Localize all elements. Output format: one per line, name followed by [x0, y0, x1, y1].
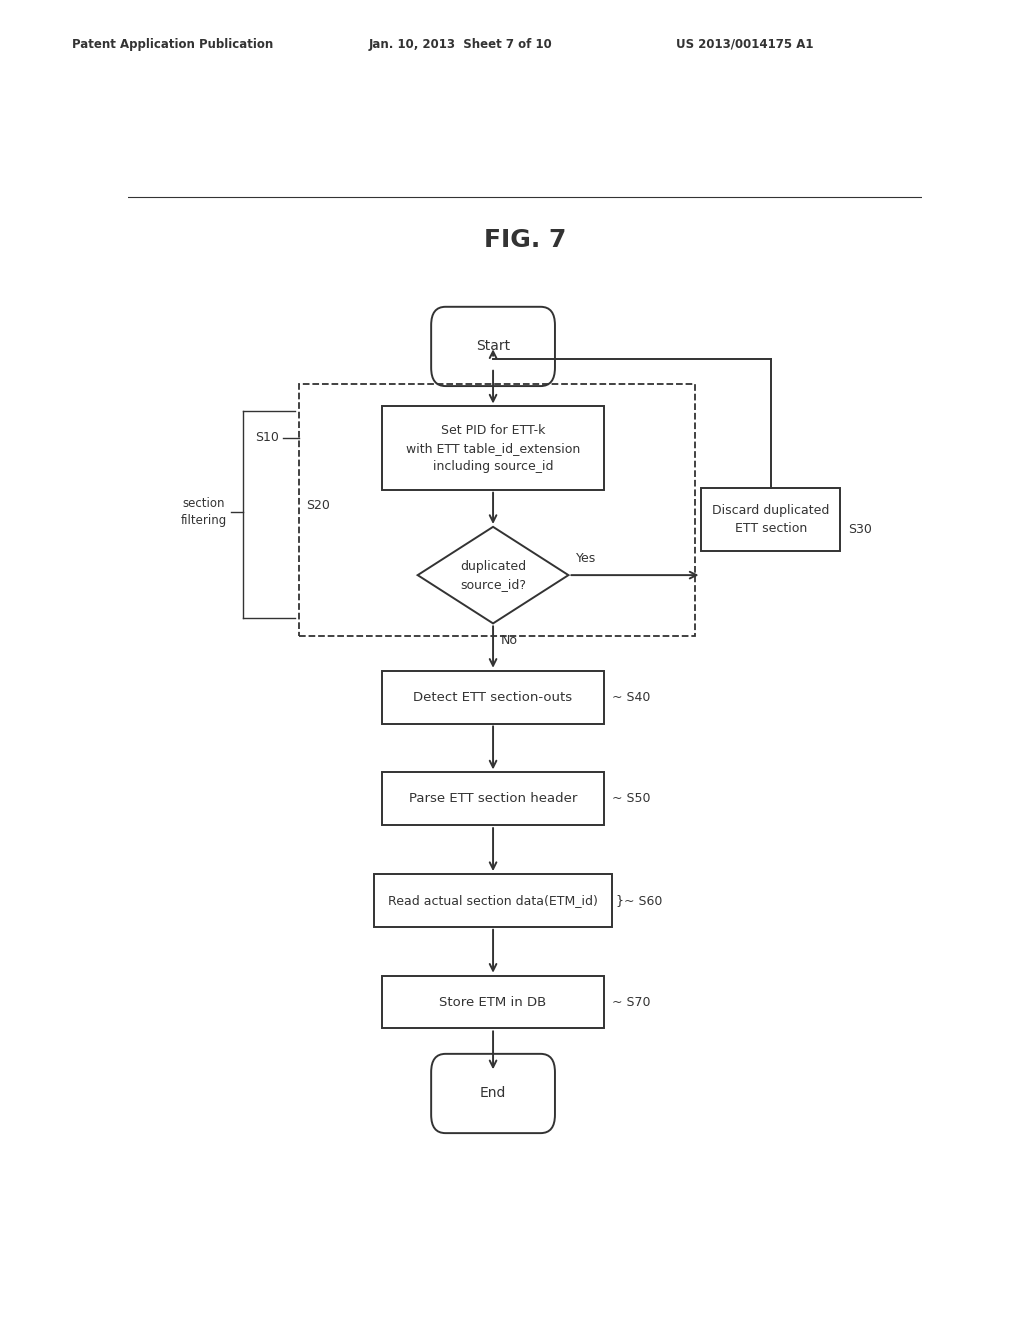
Text: FIG. 7: FIG. 7	[483, 228, 566, 252]
Text: S10: S10	[255, 432, 279, 445]
Polygon shape	[418, 527, 568, 623]
Bar	[374, 874, 612, 927]
Text: ~ S50: ~ S50	[612, 792, 650, 805]
Text: US 2013/0014175 A1: US 2013/0014175 A1	[676, 37, 813, 50]
Bar	[299, 384, 695, 636]
Text: Read actual section data(ETM_id): Read actual section data(ETM_id)	[388, 894, 598, 907]
Text: ~ S70: ~ S70	[612, 995, 650, 1008]
Text: Discard duplicated
ETT section: Discard duplicated ETT section	[712, 504, 829, 535]
Text: Parse ETT section header: Parse ETT section header	[409, 792, 578, 805]
Text: Patent Application Publication: Patent Application Publication	[72, 37, 273, 50]
Bar	[382, 671, 604, 723]
Text: Start: Start	[476, 339, 510, 354]
Text: S30: S30	[848, 523, 872, 536]
Text: section
filtering: section filtering	[180, 496, 226, 527]
Text: }~ S60: }~ S60	[616, 894, 663, 907]
Text: Detect ETT section-outs: Detect ETT section-outs	[414, 690, 572, 704]
FancyBboxPatch shape	[431, 306, 555, 385]
Bar	[701, 487, 841, 550]
Text: No: No	[501, 634, 518, 647]
Text: ~ S40: ~ S40	[612, 690, 650, 704]
Text: Yes: Yes	[577, 552, 597, 565]
Text: Store ETM in DB: Store ETM in DB	[439, 995, 547, 1008]
Bar	[382, 975, 604, 1028]
Bar	[382, 772, 604, 825]
Text: Jan. 10, 2013  Sheet 7 of 10: Jan. 10, 2013 Sheet 7 of 10	[369, 37, 552, 50]
Bar	[382, 407, 604, 490]
Text: End: End	[480, 1086, 506, 1101]
Text: S20: S20	[306, 499, 331, 512]
Text: duplicated
source_id?: duplicated source_id?	[460, 560, 526, 590]
Text: Set PID for ETT-k
with ETT table_id_extension
including source_id: Set PID for ETT-k with ETT table_id_exte…	[406, 424, 581, 473]
FancyBboxPatch shape	[431, 1053, 555, 1133]
